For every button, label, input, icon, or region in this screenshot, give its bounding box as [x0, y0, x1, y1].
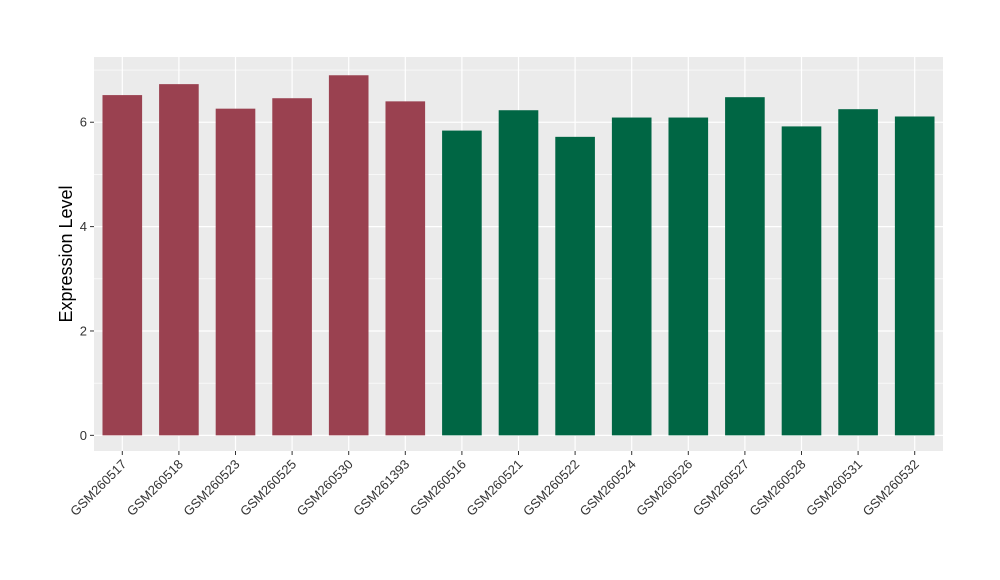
y-axis-title: Expression Level	[56, 185, 76, 322]
bar-GSM261393	[385, 101, 426, 436]
x-axis: GSM260517GSM260518GSM260523GSM260525GSM2…	[67, 451, 922, 519]
x-tick-label: GSM260527	[690, 457, 752, 519]
x-tick-label: GSM260523	[180, 457, 242, 519]
bar-GSM260525	[272, 98, 312, 436]
bar-GSM260521	[498, 110, 539, 436]
bar-GSM260532	[894, 116, 935, 436]
x-tick-label: GSM260521	[463, 457, 525, 519]
y-tick-label: 4	[80, 219, 87, 234]
bar-GSM260517	[102, 95, 143, 436]
bar-GSM260524	[611, 117, 652, 436]
y-tick-label: 0	[80, 428, 87, 443]
bar-GSM260526	[668, 117, 709, 436]
x-tick-label: GSM261393	[350, 457, 412, 519]
x-tick-label: GSM260518	[124, 457, 186, 519]
bar-GSM260523	[215, 108, 256, 436]
bar-GSM260531	[838, 109, 878, 436]
x-tick-label: GSM260522	[520, 457, 582, 519]
x-tick-label: GSM260517	[67, 457, 129, 519]
y-axis: 0 2 4 6	[80, 115, 94, 443]
bar-GSM260516	[442, 130, 482, 436]
x-tick-label: GSM260524	[577, 457, 639, 519]
x-tick-label: GSM260525	[237, 457, 299, 519]
bars	[102, 75, 935, 436]
x-tick-label: GSM260530	[294, 457, 356, 519]
y-tick-label: 2	[80, 323, 87, 338]
bar-GSM260530	[328, 75, 369, 436]
x-tick-label: GSM260528	[746, 457, 808, 519]
x-tick-label: GSM260516	[407, 457, 469, 519]
x-tick-label: GSM260526	[633, 457, 695, 519]
y-tick-label: 6	[80, 115, 87, 130]
x-tick-label: GSM260531	[803, 457, 865, 519]
bar-GSM260527	[725, 97, 765, 436]
bar-GSM260522	[555, 136, 595, 436]
bar-GSM260528	[781, 126, 822, 436]
x-tick-label: GSM260532	[860, 457, 922, 519]
bar-GSM260518	[159, 84, 199, 436]
